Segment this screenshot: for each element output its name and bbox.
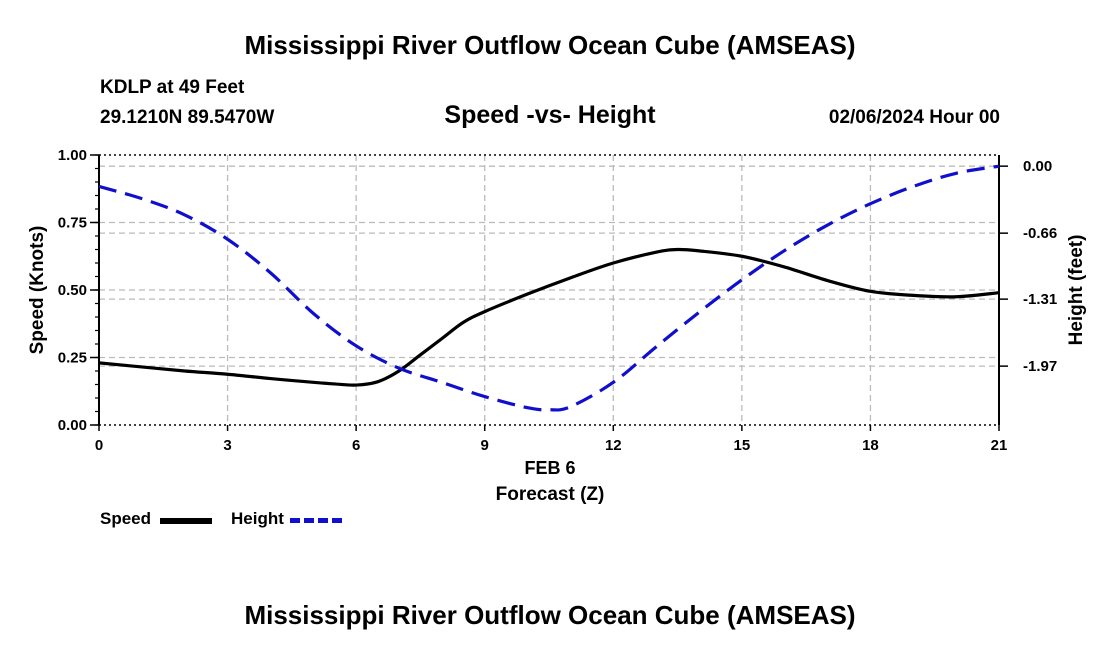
station-label: KDLP at 49 Feet bbox=[100, 77, 245, 98]
y-right-tick-label: 0.00 bbox=[1023, 158, 1052, 175]
y-left-tick-label: 0.00 bbox=[58, 417, 87, 434]
footer-title: Mississippi River Outflow Ocean Cube (AM… bbox=[244, 600, 856, 630]
legend-speed-label: Speed bbox=[100, 509, 152, 528]
chart-subtitle: Speed -vs- Height bbox=[444, 101, 656, 129]
coordinates-label: 29.1210N 89.5470W bbox=[100, 107, 275, 128]
series-layer bbox=[98, 164, 1000, 412]
grid-layer bbox=[99, 155, 999, 425]
label-layer: FEB 6 Forecast (Z) Speed (Knots) Height … bbox=[27, 226, 1087, 505]
legend-height-line bbox=[290, 518, 342, 523]
height-series-line bbox=[98, 164, 1000, 412]
x-tick-label: 6 bbox=[352, 437, 360, 454]
x-tick-label: 18 bbox=[862, 437, 879, 454]
x-axis-date-label: FEB 6 bbox=[524, 458, 575, 478]
x-axis-title: Forecast (Z) bbox=[496, 484, 605, 505]
legend-speed-line bbox=[160, 518, 212, 524]
y-right-tick-label: -1.31 bbox=[1023, 291, 1057, 308]
y-left-tick-label: 0.25 bbox=[58, 350, 87, 367]
y-axis-left-title: Speed (Knots) bbox=[27, 226, 48, 355]
x-tick-label: 21 bbox=[991, 437, 1008, 454]
axis-layer: 0 3 6 9 12 15 18 21 0.00 0.25 0.50 0.75 1.00 0.00 -0.6… bbox=[58, 147, 1057, 454]
x-tick-label: 12 bbox=[605, 437, 622, 454]
x-tick-label: 9 bbox=[481, 437, 489, 454]
speed-series-line bbox=[98, 247, 1000, 387]
y-left-tick-label: 1.00 bbox=[58, 147, 87, 164]
main-title: Mississippi River Outflow Ocean Cube (AM… bbox=[244, 30, 856, 60]
legend-height-label: Height bbox=[231, 509, 284, 528]
x-tick-label: 3 bbox=[223, 437, 231, 454]
y-left-tick-label: 0.75 bbox=[58, 215, 87, 232]
y-right-tick-label: -0.66 bbox=[1023, 225, 1057, 242]
y-left-tick-label: 0.50 bbox=[58, 282, 87, 299]
y-axis-right-title: Height (feet) bbox=[1066, 235, 1087, 346]
x-tick-label: 0 bbox=[95, 437, 103, 454]
x-tick-label: 15 bbox=[734, 437, 751, 454]
datetime-label: 02/06/2024 Hour 00 bbox=[828, 107, 1000, 128]
y-right-tick-label: -1.97 bbox=[1023, 358, 1057, 375]
